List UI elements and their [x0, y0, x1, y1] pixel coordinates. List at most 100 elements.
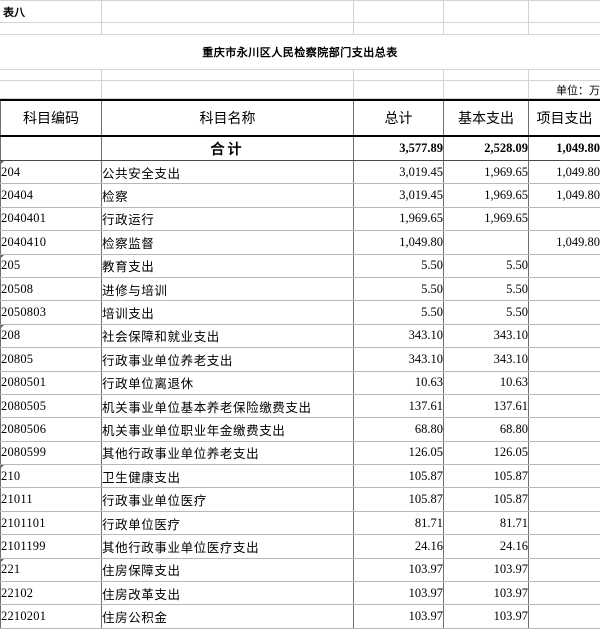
row-project	[529, 582, 600, 605]
row-basic: 5.50	[444, 301, 529, 324]
row-code: 2040410	[1, 231, 102, 254]
row-name: 行政事业单位医疗	[102, 488, 354, 511]
blank1-cell-3	[353, 23, 443, 35]
column-header-name: 科目名称	[102, 100, 354, 136]
row-basic: 137.61	[444, 394, 529, 417]
tag-row-filler-4	[528, 1, 600, 23]
row-project	[529, 254, 600, 277]
row-total: 5.50	[354, 277, 444, 300]
unit-row-filler-3	[353, 81, 443, 99]
row-code: 2080599	[1, 441, 102, 464]
row-project	[529, 558, 600, 581]
row-basic: 1,969.65	[444, 184, 529, 207]
row-name: 行政单位医疗	[102, 511, 354, 534]
row-project	[529, 371, 600, 394]
row-total: 81.71	[354, 511, 444, 534]
row-name: 住房改革支出	[102, 582, 354, 605]
table-tag-row: 表八	[0, 1, 600, 23]
row-total: 5.50	[354, 301, 444, 324]
row-project	[529, 605, 600, 628]
row-code: 205	[1, 254, 102, 277]
page-title: 重庆市永川区人民检察院部门支出总表	[0, 35, 600, 70]
row-code: 208	[1, 324, 102, 347]
unit-row-filler-2	[101, 81, 353, 99]
row-basic: 103.97	[444, 605, 529, 628]
row-code: 2101199	[1, 535, 102, 558]
row-total: 343.10	[354, 324, 444, 347]
row-code: 21011	[1, 488, 102, 511]
row-basic: 103.97	[444, 558, 529, 581]
row-basic: 81.71	[444, 511, 529, 534]
row-name: 教育支出	[102, 254, 354, 277]
row-project: 1,049.80	[529, 231, 600, 254]
column-header-project: 项目支出	[529, 100, 600, 136]
blank-row-2	[0, 70, 600, 81]
row-name: 住房保障支出	[102, 558, 354, 581]
row-project: 1,049.80	[529, 161, 600, 184]
row-basic: 68.80	[444, 418, 529, 441]
column-header-total: 总计	[354, 100, 444, 136]
row-name: 机关事业单位基本养老保险缴费支出	[102, 394, 354, 417]
expenditure-table: 科目编码 科目名称 总计 基本支出 项目支出 合计 3,577.89 2,528…	[0, 99, 600, 629]
row-total: 1,969.65	[354, 207, 444, 230]
column-header-basic: 基本支出	[444, 100, 529, 136]
row-total: 1,049.80	[354, 231, 444, 254]
unit-row-filler-4	[443, 81, 528, 99]
row-name: 检察监督	[102, 231, 354, 254]
row-total: 24.16	[354, 535, 444, 558]
row-basic: 105.87	[444, 488, 529, 511]
row-name: 卫生健康支出	[102, 465, 354, 488]
row-total: 137.61	[354, 394, 444, 417]
row-project	[529, 418, 600, 441]
row-project	[529, 324, 600, 347]
title-row: 重庆市永川区人民检察院部门支出总表	[0, 35, 600, 70]
tag-row-filler-3	[443, 1, 528, 23]
grand-total-code	[1, 136, 102, 161]
row-total: 10.63	[354, 371, 444, 394]
row-basic: 1,969.65	[444, 207, 529, 230]
row-project: 1,049.80	[529, 184, 600, 207]
row-basic: 24.16	[444, 535, 529, 558]
tag-row-filler-1	[101, 1, 353, 23]
blank1-cell-2	[101, 23, 353, 35]
row-code: 221	[1, 558, 102, 581]
row-total: 103.97	[354, 605, 444, 628]
grand-total-project: 1,049.80	[529, 136, 600, 161]
grand-total-total: 3,577.89	[354, 136, 444, 161]
row-name: 公共安全支出	[102, 161, 354, 184]
row-name: 检察	[102, 184, 354, 207]
unit-row: 单位：万	[0, 81, 600, 99]
row-total: 105.87	[354, 488, 444, 511]
blank1-cell-1	[0, 23, 101, 35]
row-code: 210	[1, 465, 102, 488]
row-code: 2080505	[1, 394, 102, 417]
row-code: 20805	[1, 348, 102, 371]
row-name: 行政运行	[102, 207, 354, 230]
row-name: 社会保障和就业支出	[102, 324, 354, 347]
blank2-cell-3	[353, 70, 443, 81]
row-name: 机关事业单位职业年金缴费支出	[102, 418, 354, 441]
row-basic: 343.10	[444, 324, 529, 347]
row-total: 103.97	[354, 582, 444, 605]
row-project	[529, 348, 600, 371]
row-code: 2210201	[1, 605, 102, 628]
table-tag-label: 表八	[0, 6, 25, 19]
row-total: 103.97	[354, 558, 444, 581]
row-code: 2080501	[1, 371, 102, 394]
